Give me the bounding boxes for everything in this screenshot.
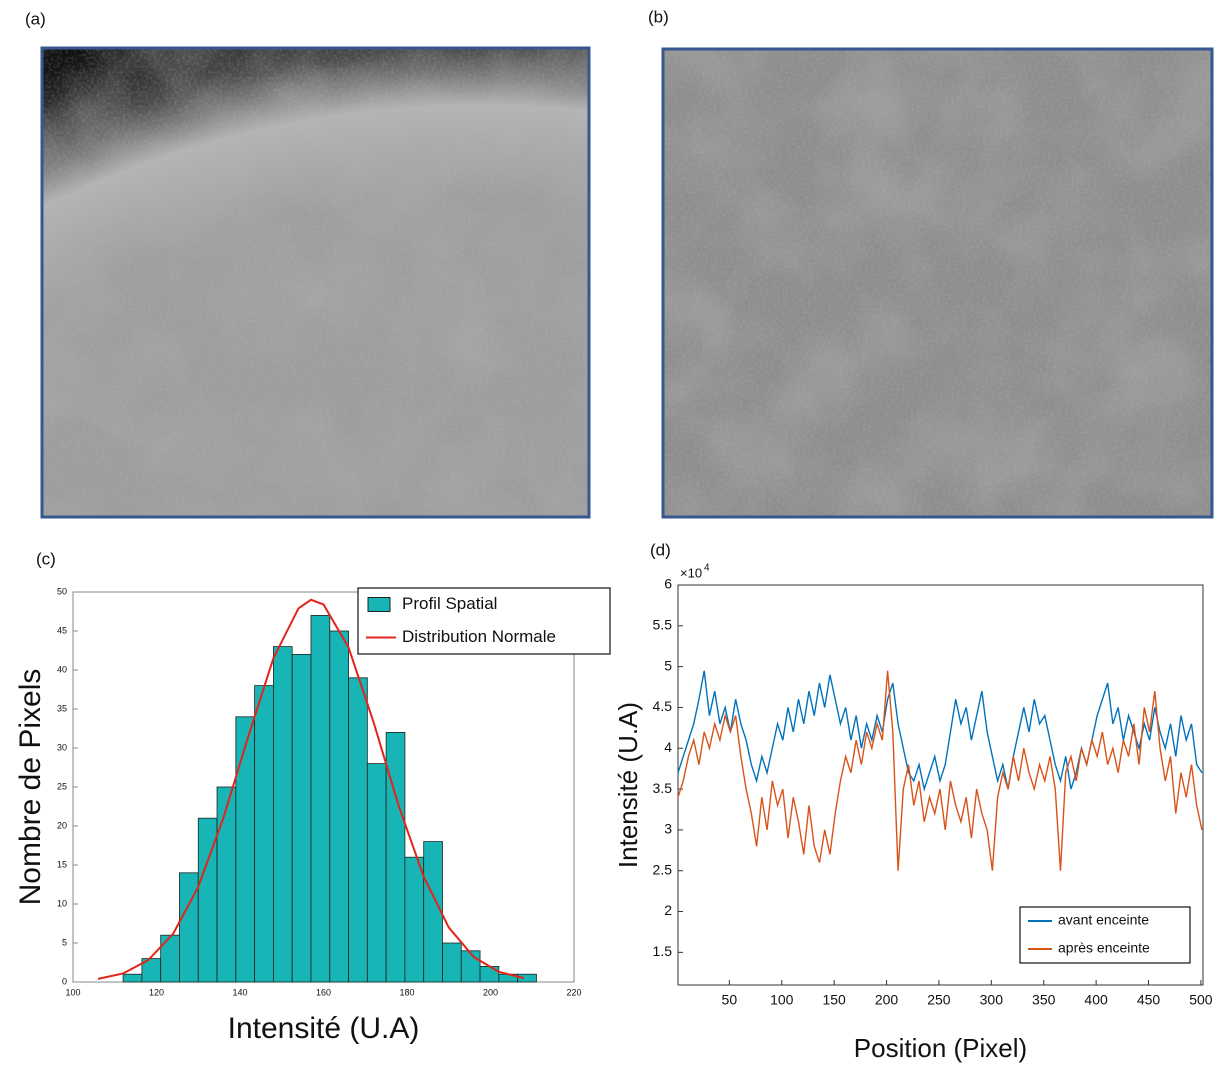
y-axis-label: Nombre de Pixels bbox=[14, 669, 47, 906]
series-line bbox=[677, 670, 1203, 871]
y-tick-label: 20 bbox=[57, 820, 67, 830]
x-tick-label: 100 bbox=[65, 987, 80, 997]
x-axis-label: Position (Pixel) bbox=[854, 1033, 1027, 1063]
bar bbox=[160, 934, 180, 983]
y-tick-label: 0 bbox=[62, 976, 67, 986]
y-tick-label: 35 bbox=[57, 703, 67, 713]
bar bbox=[348, 677, 368, 983]
y-tick-label: 25 bbox=[57, 781, 67, 791]
bar bbox=[216, 786, 237, 983]
bar bbox=[179, 872, 199, 983]
x-tick-label: 200 bbox=[875, 992, 899, 1008]
bar bbox=[479, 966, 500, 983]
legend-swatch bbox=[367, 597, 391, 612]
y-tick-label: 10 bbox=[57, 898, 67, 908]
legend-box bbox=[357, 587, 611, 655]
bar bbox=[442, 942, 462, 983]
series-line bbox=[677, 670, 1203, 792]
y-tick-label: 5 bbox=[664, 657, 672, 673]
legend-label: Profil Spatial bbox=[402, 594, 497, 613]
panel-label: (b) bbox=[648, 7, 669, 26]
x-tick-label: 400 bbox=[1084, 992, 1108, 1008]
bar bbox=[310, 615, 331, 983]
y-axis-label: Intensité (U.A) bbox=[613, 702, 643, 868]
image-a bbox=[40, 46, 591, 519]
x-tick-label: 220 bbox=[566, 987, 581, 997]
legend-label: après enceinte bbox=[1058, 940, 1150, 956]
y-tick-label: 15 bbox=[57, 859, 67, 869]
y-tick-label: 45 bbox=[57, 625, 67, 635]
x-tick-label: 250 bbox=[927, 992, 951, 1008]
x-tick-label: 160 bbox=[316, 987, 331, 997]
legend: Profil Spatial Distribution Normale bbox=[357, 587, 611, 655]
x-tick-label: 150 bbox=[822, 992, 846, 1008]
panel-label: (d) bbox=[650, 540, 671, 559]
bar bbox=[291, 654, 312, 983]
y-tick-label: 40 bbox=[57, 664, 67, 674]
image-b bbox=[661, 47, 1214, 519]
x-tick-label: 350 bbox=[1032, 992, 1056, 1008]
bar bbox=[272, 646, 293, 983]
bar bbox=[122, 973, 143, 983]
x-tick-label: 50 bbox=[722, 992, 738, 1008]
bar bbox=[254, 685, 274, 983]
y-tick-label: 2 bbox=[664, 902, 672, 918]
x-tick-label: 500 bbox=[1189, 992, 1213, 1008]
bar bbox=[235, 716, 256, 983]
y-tick-label: 5 bbox=[62, 937, 67, 947]
y-tick-label: 4 bbox=[664, 739, 672, 755]
bar bbox=[404, 856, 425, 983]
y-multiplier: ×10 bbox=[680, 565, 702, 580]
y-tick-label: 2.5 bbox=[653, 861, 673, 877]
x-tick-label: 300 bbox=[980, 992, 1004, 1008]
y-tick-label: 3.5 bbox=[653, 780, 673, 796]
y-tick-label: 4.5 bbox=[653, 698, 673, 714]
fit-curve bbox=[97, 598, 525, 980]
panel-label: (a) bbox=[25, 9, 46, 28]
x-tick-label: 200 bbox=[483, 987, 498, 997]
y-tick-label: 50 bbox=[57, 586, 67, 596]
legend-box bbox=[1019, 906, 1191, 964]
legend: avant enceinte après enceinte bbox=[1019, 906, 1191, 964]
bar bbox=[329, 630, 349, 983]
legend-label: Distribution Normale bbox=[402, 627, 556, 646]
bar bbox=[517, 973, 537, 983]
panel-label: (c) bbox=[36, 549, 56, 568]
bar bbox=[366, 763, 387, 983]
x-axis-label: Intensité (U.A) bbox=[228, 1012, 420, 1045]
x-tick-label: 450 bbox=[1137, 992, 1161, 1008]
bar bbox=[385, 732, 406, 983]
y-tick-label: 1.5 bbox=[653, 943, 673, 959]
y-tick-label: 5.5 bbox=[653, 617, 673, 633]
x-tick-label: 120 bbox=[149, 987, 164, 997]
x-tick-label: 140 bbox=[232, 987, 247, 997]
y-tick-label: 6 bbox=[664, 576, 672, 592]
x-tick-label: 180 bbox=[399, 987, 414, 997]
bar bbox=[460, 950, 481, 983]
y-exponent: 4 bbox=[704, 563, 710, 574]
y-tick-label: 3 bbox=[664, 821, 672, 837]
y-tick-label: 30 bbox=[57, 742, 67, 752]
x-tick-label: 100 bbox=[770, 992, 794, 1008]
legend-label: avant enceinte bbox=[1058, 912, 1149, 928]
bar bbox=[423, 841, 443, 983]
